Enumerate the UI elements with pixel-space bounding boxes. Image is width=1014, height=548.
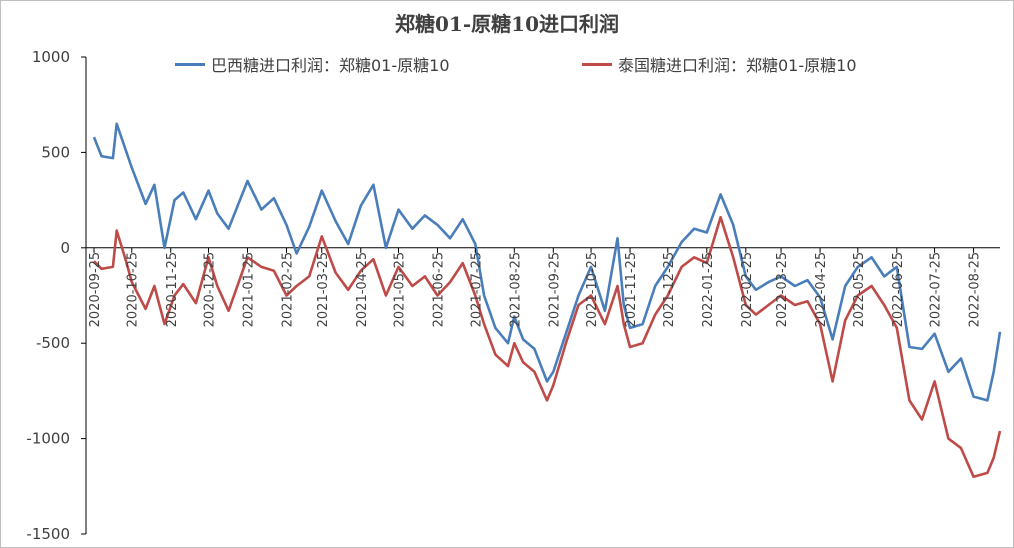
x-tick-label: 2021-10-25 — [585, 252, 600, 328]
x-tick-labels: 2020-09-25 2020-10-25 2020-11-25 2020-12-25… — [88, 247, 983, 328]
legend: 巴西糖进口利润：郑糖01-原糖10 泰国糖进口利润：郑糖01-原糖10 — [0, 52, 1014, 76]
x-tick-label: 2021-07-25 — [469, 252, 484, 328]
x-tick-label: 2020-10-25 — [126, 252, 141, 328]
x-tick-label: 2022-02-25 — [740, 252, 755, 328]
x-tick-label: 2022-03-25 — [775, 252, 790, 328]
legend-item-brazil: 巴西糖进口利润：郑糖01-原糖10 — [175, 52, 450, 76]
y-tick-label: -1500 — [26, 525, 70, 543]
x-tick-label: 2021-04-25 — [355, 252, 370, 328]
x-tick-label: 2020-11-25 — [165, 252, 180, 328]
x-tick-label: 2022-07-25 — [929, 252, 944, 328]
x-tick-label: 2022-06-25 — [891, 252, 906, 328]
series-lines — [92, 122, 1002, 479]
legend-item-thailand: 泰国糖进口利润：郑糖01-原糖10 — [582, 52, 857, 76]
x-tick-label: 2021-08-25 — [508, 252, 523, 328]
x-tick-label: 2022-08-25 — [968, 252, 983, 328]
legend-label-brazil: 巴西糖进口利润：郑糖01-原糖10 — [211, 56, 450, 75]
y-tick-label: 0 — [60, 239, 70, 257]
x-tick-label: 2022-04-25 — [814, 252, 829, 328]
x-tick-label: 2022-01-25 — [701, 252, 716, 328]
x-tick-label: 2020-12-25 — [203, 252, 218, 328]
y-tick-label: -500 — [36, 334, 70, 352]
legend-swatch-brazil — [175, 62, 205, 66]
x-tick-label: 2021-09-25 — [547, 252, 562, 328]
chart-title: 郑糖01-原糖10进口利润 — [395, 12, 619, 36]
x-tick-label: 2020-09-25 — [88, 252, 103, 328]
x-tick-label: 2021-03-25 — [316, 252, 331, 328]
y-tick-label: 500 — [41, 143, 70, 161]
series-line-thailand — [93, 216, 1002, 479]
legend-swatch-thailand — [582, 62, 612, 66]
legend-label-thailand: 泰国糖进口利润：郑糖01-原糖10 — [618, 56, 857, 75]
x-tick-label: 2021-02-25 — [281, 252, 296, 328]
x-tick-label: 2021-01-25 — [242, 252, 257, 328]
axes: 1000 500 0 -500 -1000 -1500 — [26, 48, 1000, 543]
x-tick-label: 2022-05-25 — [852, 252, 867, 328]
x-tick-label: 2021-11-25 — [624, 252, 639, 328]
x-tick-label: 2021-05-25 — [393, 252, 408, 328]
x-tick-label: 2021-06-25 — [432, 252, 447, 328]
y-tick-label: -1000 — [26, 430, 70, 448]
series-line-brazil — [92, 122, 1002, 402]
x-tick-label: 2021-12-25 — [662, 252, 677, 328]
y-tick-label: 1000 — [32, 48, 70, 66]
